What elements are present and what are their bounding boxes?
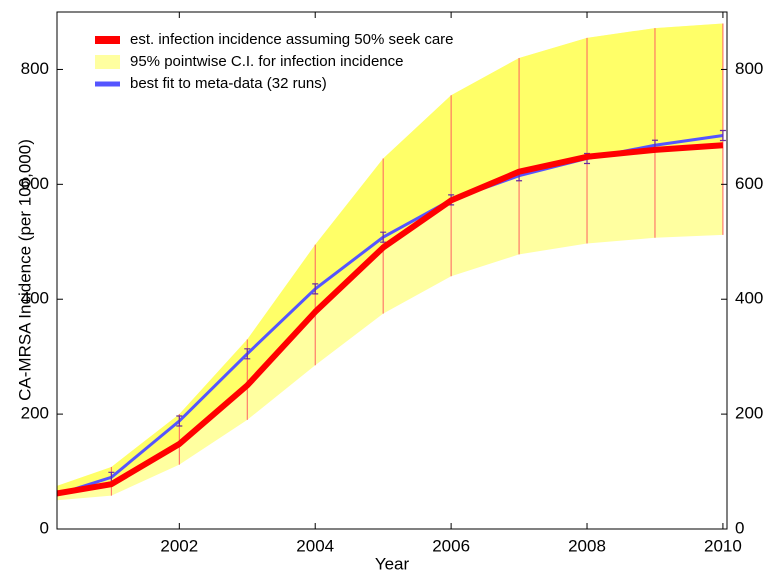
- x-tick-label: 2002: [160, 536, 198, 555]
- x-axis-label: Year: [375, 554, 410, 573]
- legend-label: 95% pointwise C.I. for infection inciden…: [130, 53, 403, 70]
- plot: [57, 23, 726, 501]
- est-line: [57, 142, 724, 497]
- y-tick-label: 200: [21, 404, 49, 423]
- y2-tick-label: 0: [735, 518, 744, 537]
- fit-errorbar: [244, 348, 251, 360]
- y2-tick-label: 400: [735, 289, 763, 308]
- x-tick-label: 2010: [704, 536, 742, 555]
- legend-label: best fit to meta-data (32 runs): [130, 75, 327, 92]
- legend: est. infection incidence assuming 50% se…: [95, 31, 454, 92]
- x-tick-label: 2004: [296, 536, 334, 555]
- y-tick-label: 800: [21, 59, 49, 78]
- y2-tick-label: 200: [735, 404, 763, 423]
- fit-errorbar: [312, 283, 319, 295]
- y-tick-label: 400: [21, 289, 49, 308]
- fit-errorbar: [719, 129, 726, 142]
- x-tick-label: 2008: [568, 536, 606, 555]
- y-tick-label: 600: [21, 174, 49, 193]
- fit-errorbar: [176, 415, 183, 427]
- x-tick-label: 2006: [432, 536, 470, 555]
- y-axis-label: CA-MRSA Incidence (per 100,000): [15, 139, 34, 401]
- fit-errorbar: [380, 231, 387, 243]
- legend-swatch: [95, 55, 120, 69]
- plot-frame: [56, 11, 728, 530]
- y2-tick-label: 800: [735, 59, 763, 78]
- y-tick-label: 0: [40, 518, 49, 537]
- legend-label: est. infection incidence assuming 50% se…: [130, 31, 454, 48]
- y2-tick-label: 600: [735, 174, 763, 193]
